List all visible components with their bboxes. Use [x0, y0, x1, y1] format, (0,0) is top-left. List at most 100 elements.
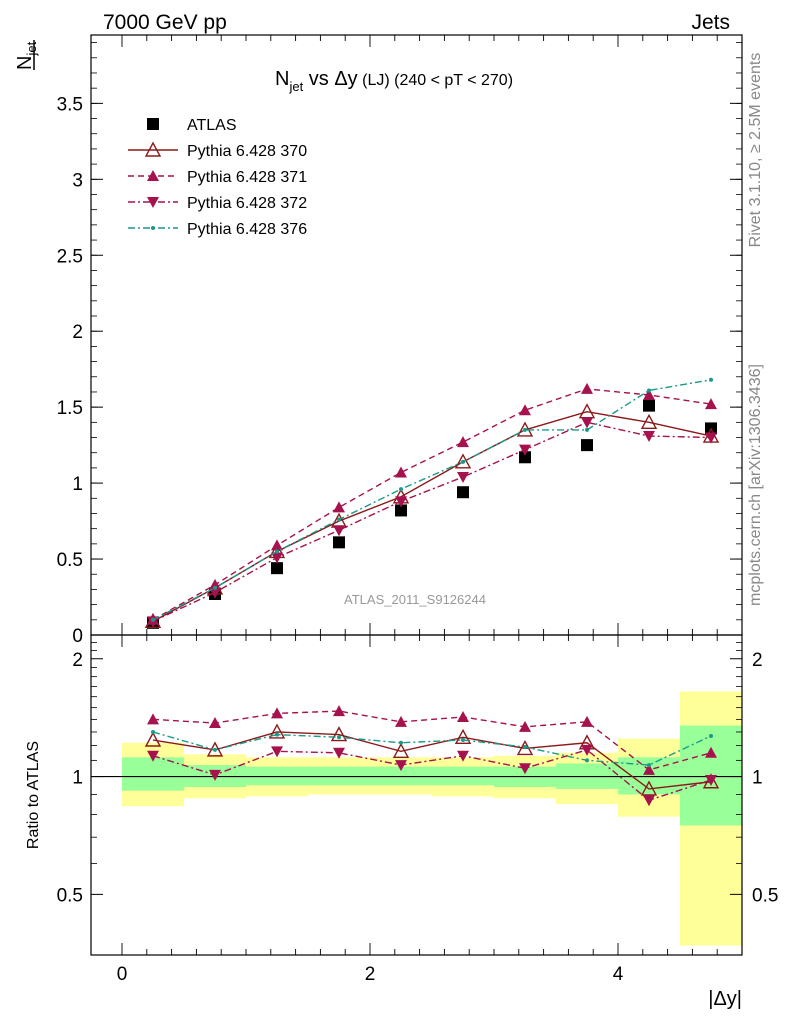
main-data-point [643, 399, 655, 412]
ratio-data-point [271, 746, 283, 758]
legend-entry-label: ATLAS [187, 117, 237, 134]
main-data-point [461, 459, 465, 464]
main-y-tick-label: 0 [72, 626, 83, 647]
main-data-point [523, 427, 527, 432]
main-y-tick-label: 3.5 [57, 94, 83, 115]
main-data-point [151, 617, 155, 622]
ratio-series-line [152, 731, 712, 766]
main-plot-title: Njet vs Δy (LJ) (240 < pT < 270) [275, 68, 513, 94]
legend-entry-label: Pythia 6.428 372 [187, 195, 307, 212]
main-data-point [395, 466, 407, 478]
ratio-data-point [709, 733, 713, 738]
main-y-tick-label: 1 [72, 474, 83, 495]
legend-marker [147, 170, 159, 181]
main-data-point [643, 431, 655, 443]
main-data-point [519, 451, 531, 464]
legend-entry-label: Pythia 6.428 376 [187, 221, 307, 238]
main-data-point [647, 388, 651, 393]
ratio-data-point [581, 744, 593, 756]
legend-entry-label: Pythia 6.428 371 [187, 169, 307, 186]
mcplots-label: mcplots.cern.ch [arXiv:1306.3436] [747, 364, 764, 606]
main-data-point [519, 404, 531, 416]
ratio-data-point [268, 723, 286, 739]
ratio-data-point [457, 710, 469, 722]
ratio-data-point [461, 738, 465, 743]
ratio-data-point [705, 774, 717, 786]
main-data-point [275, 549, 279, 554]
main-data-point [457, 436, 469, 448]
ratio-green-band [122, 757, 184, 791]
ratio-data-point [271, 707, 283, 719]
main-data-point [519, 444, 531, 456]
ratio-data-point [647, 763, 651, 768]
ratio-data-point [457, 750, 469, 762]
main-y-tick-label: 0.5 [57, 550, 83, 571]
ratio-x-tick-label: 4 [613, 964, 624, 985]
ratio-data-point [337, 735, 341, 740]
ratio-data-point [581, 715, 593, 727]
svg-text:Njet: Njet [14, 41, 39, 70]
ratio-y-tick-label: 2 [72, 650, 83, 671]
main-data-point [333, 525, 345, 537]
main-data-point [581, 417, 593, 429]
main-data-point [333, 536, 345, 549]
main-y-tick-label: 2 [72, 322, 83, 343]
legend-marker [147, 197, 159, 208]
ratio-data-point [523, 745, 527, 749]
ratio-plot-area: 0 2 4 0.5 0.5 1 1 2 2 [57, 634, 778, 985]
ratio-data-point [151, 729, 155, 734]
main-data-point [337, 517, 341, 522]
main-data-point [213, 585, 217, 590]
ratio-y-tick-label: 0.5 [57, 885, 83, 906]
ratio-y-tick-label-right: 0.5 [752, 885, 778, 906]
main-data-point [585, 427, 589, 432]
ratio-data-point [209, 717, 221, 729]
main-data-point [271, 539, 283, 551]
ratio-series-line [152, 731, 712, 790]
main-y-tick-label: 3 [72, 170, 83, 191]
ratio-data-point [147, 713, 159, 725]
ratio-frame [90, 634, 743, 956]
ratio-data-point [705, 746, 717, 758]
main-data-point [643, 389, 655, 400]
ratio-x-tick-label: 0 [117, 964, 128, 985]
ratio-data-point [144, 731, 162, 747]
legend-marker [144, 141, 162, 157]
ratio-data-point [395, 760, 407, 772]
y-axis-label: Njet [14, 40, 39, 70]
rivet-version-label: Rivet 3.1.10, ≥ 2.5M events [747, 53, 764, 248]
ratio-data-point [585, 758, 589, 763]
ratio-x-tick-label: 2 [365, 964, 376, 985]
ratio-data-point [519, 720, 531, 732]
legend-entry-label: Pythia 6.428 370 [187, 143, 307, 160]
main-data-point [581, 439, 593, 452]
main-data-point [333, 501, 345, 513]
ratio-y-tick-label-right: 2 [752, 650, 763, 671]
main-data-point [457, 486, 469, 499]
header-energy-label: 7000 GeV pp [103, 11, 227, 34]
ratio-y-tick-label-right: 1 [752, 768, 763, 789]
ratio-data-point [147, 750, 159, 762]
ratio-data-point [643, 795, 655, 807]
ratio-data-point [395, 715, 407, 727]
ratio-series-line [152, 710, 712, 771]
header-process-label: Jets [691, 11, 730, 34]
ratio-data-point [333, 747, 345, 759]
ratio-data-point [399, 740, 403, 745]
main-data-point [705, 432, 717, 444]
ratio-axis-label: Ratio to ATLAS [25, 741, 42, 849]
ratio-data-point [333, 705, 345, 717]
ratio-data-point [392, 742, 410, 759]
main-data-point [705, 398, 717, 410]
main-data-point [709, 377, 713, 382]
legend-marker [151, 226, 155, 230]
ratio-data-point [643, 763, 655, 775]
ratio-data-point [519, 763, 531, 775]
analysis-label: ATLAS_2011_S9126244 [344, 592, 486, 607]
ratio-data-point [209, 769, 221, 781]
main-data-point [457, 472, 469, 484]
main-data-point [399, 487, 403, 492]
ratio-data-point [330, 726, 348, 742]
